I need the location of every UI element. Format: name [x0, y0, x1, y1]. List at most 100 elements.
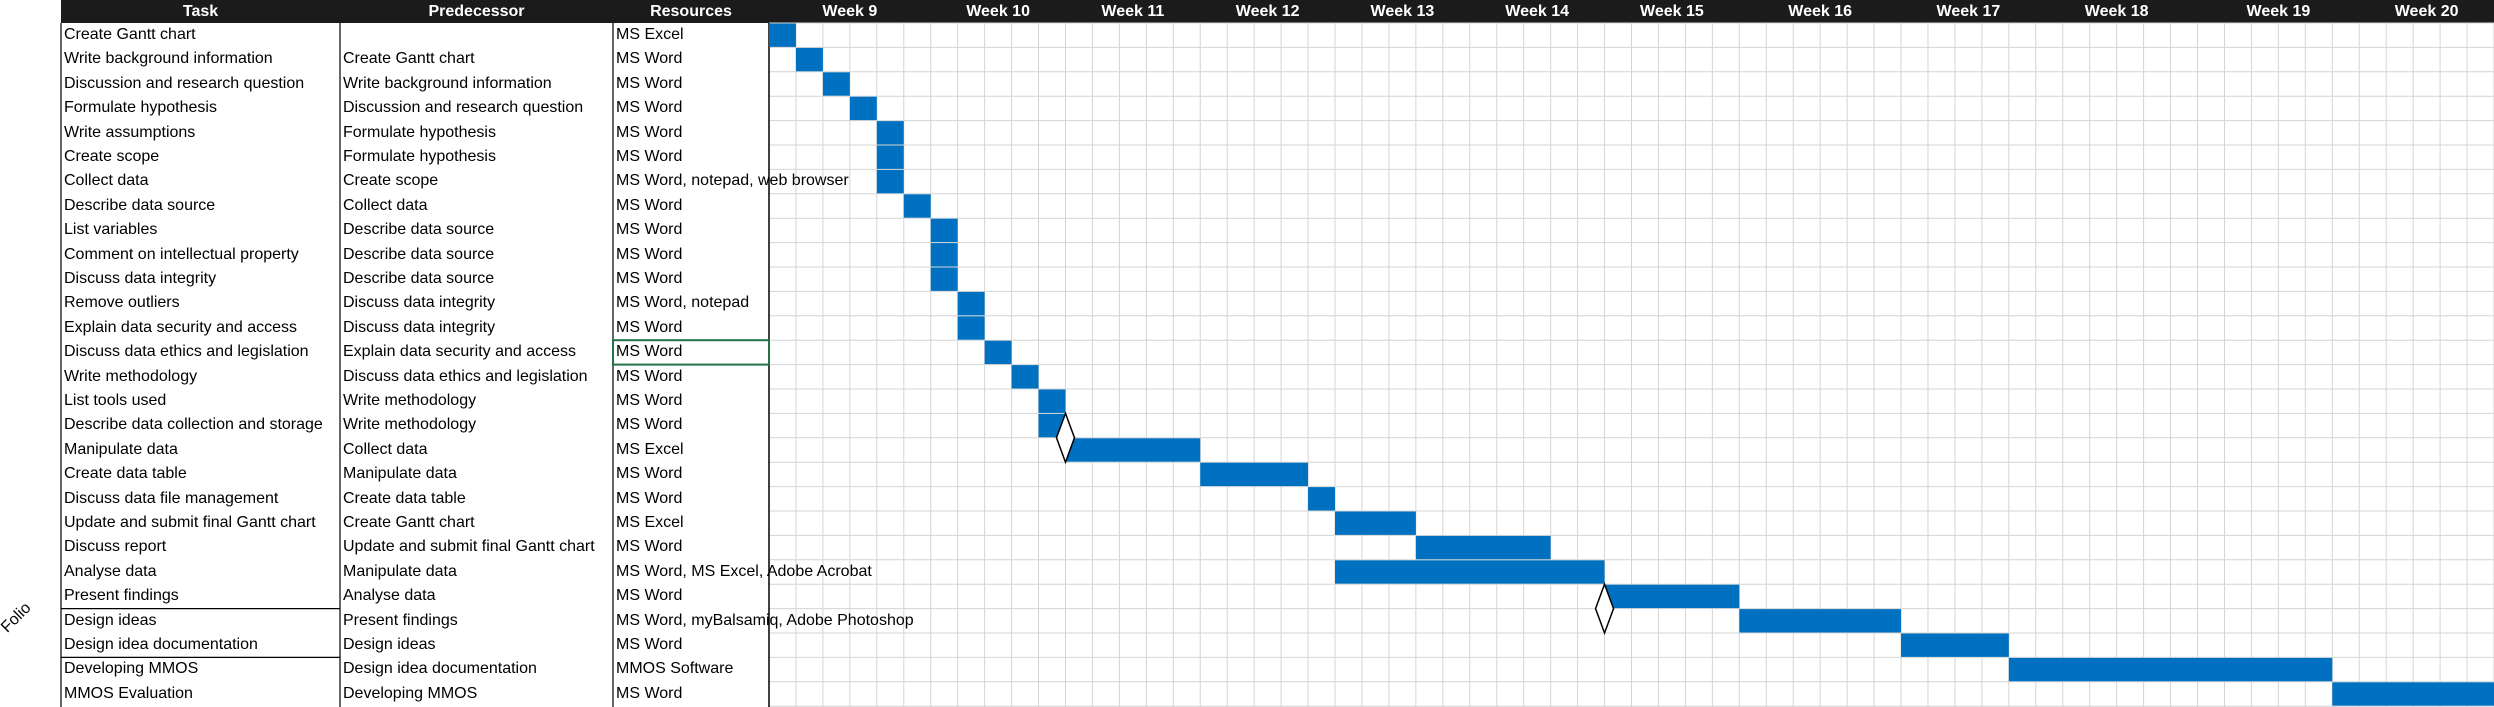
predecessor-cell[interactable]: Collect data	[343, 196, 428, 214]
resources-cell[interactable]: MS Word	[616, 245, 683, 263]
resources-cell[interactable]: MS Word	[616, 587, 683, 605]
resources-cell[interactable]: MS Word	[616, 148, 683, 165]
predecessor-cell[interactable]: Update and submit final Gantt chart	[343, 538, 595, 556]
predecessor-cell[interactable]: Design idea documentation	[343, 660, 537, 678]
task-cell[interactable]: Write methodology	[64, 367, 198, 385]
task-cell[interactable]: MMOS Evaluation	[64, 684, 193, 702]
task-cell[interactable]: Explain data security and access	[64, 318, 298, 336]
predecessor-cell[interactable]: Create data table	[343, 489, 466, 507]
week-header-12[interactable]: Week 20	[2359, 0, 2494, 23]
task-cell[interactable]: Write background information	[64, 50, 273, 68]
task-cell[interactable]: List variables	[64, 221, 158, 239]
resources-cell[interactable]: MS Word, notepad, web browser	[616, 172, 849, 190]
task-cell[interactable]: Write assumptions	[64, 123, 196, 141]
resources-cell[interactable]: MS Word, myBalsamiq, Adobe Photoshop	[616, 611, 914, 629]
predecessor-cell[interactable]: Collect data	[343, 440, 428, 458]
resources-cell[interactable]: MS Word	[616, 221, 683, 239]
week-header-6[interactable]: Week 14	[1469, 0, 1605, 23]
resources-cell[interactable]: MS Word	[616, 74, 683, 92]
task-cell[interactable]: Design idea documentation	[64, 636, 258, 653]
resources-cell[interactable]: MS Word	[616, 343, 683, 361]
predecessor-cell[interactable]	[340, 23, 343, 47]
resources-cell[interactable]: MS Word	[616, 123, 683, 141]
resources-cell[interactable]: MS Excel	[616, 440, 684, 458]
gantt-bar	[876, 145, 904, 169]
resources-cell[interactable]: MS Word, notepad	[616, 294, 750, 312]
task-cell[interactable]: Discuss data integrity	[64, 270, 217, 287]
predecessor-cell[interactable]: Formulate hypothesis	[343, 148, 496, 165]
task-cell[interactable]: Remove outliers	[64, 294, 180, 312]
predecessor-cell[interactable]: Manipulate data	[343, 562, 457, 580]
predecessor-cell[interactable]: Analyse data	[343, 587, 436, 605]
resources-cell[interactable]: MS Word	[616, 50, 683, 68]
week-header-11[interactable]: Week 19	[2197, 0, 2360, 23]
resources-cell[interactable]: MS Word	[616, 99, 683, 117]
resources-cell[interactable]: MMOS Software	[616, 660, 734, 678]
task-cell[interactable]: List tools used	[64, 392, 167, 409]
resources-cell[interactable]: MS Word	[616, 196, 683, 214]
predecessor-cell[interactable]: Create scope	[343, 172, 439, 190]
resources-cell[interactable]: MS Word	[616, 392, 683, 409]
predecessor-cell[interactable]: Create Gantt chart	[343, 50, 475, 68]
resources-cell[interactable]: MS Word	[616, 636, 683, 653]
task-cell[interactable]: Developing MMOS	[64, 660, 199, 678]
predecessor-cell[interactable]: Create Gantt chart	[343, 514, 475, 531]
predecessor-cell[interactable]: Design ideas	[343, 636, 436, 653]
predecessor-cell[interactable]: Discuss data integrity	[343, 318, 496, 336]
predecessor-cell[interactable]: Write background information	[343, 74, 552, 92]
week-header-9[interactable]: Week 17	[1901, 0, 2036, 23]
predecessor-cell[interactable]: Discussion and research question	[343, 99, 584, 117]
predecessor-cell[interactable]: Manipulate data	[343, 465, 457, 483]
predecessor-cell[interactable]: Discuss data integrity	[343, 294, 496, 312]
task-cell[interactable]: Discuss report	[64, 538, 167, 556]
task-cell[interactable]: Collect data	[64, 172, 149, 190]
predecessor-cell[interactable]: Present findings	[343, 611, 458, 629]
task-cell[interactable]: Present findings	[64, 587, 179, 605]
week-header-5[interactable]: Week 13	[1335, 0, 1470, 23]
resources-cell[interactable]: MS Word, MS Excel, Adobe Acrobat	[616, 562, 872, 580]
resources-cell[interactable]: MS Word	[616, 416, 683, 434]
header-resources[interactable]: Resources	[613, 0, 769, 23]
task-cell[interactable]: Discuss data ethics and legislation	[64, 343, 309, 361]
predecessor-cell[interactable]: Write methodology	[343, 416, 477, 434]
predecessor-cell[interactable]: Discuss data ethics and legislation	[343, 367, 588, 385]
task-cell[interactable]: Discuss data file management	[64, 489, 279, 507]
predecessor-cell[interactable]: Describe data source	[343, 221, 495, 239]
week-header-10[interactable]: Week 18	[2035, 0, 2198, 23]
resources-cell[interactable]: MS Excel	[616, 26, 684, 43]
resources-cell[interactable]: MS Word	[616, 465, 683, 483]
week-header-2[interactable]: Week 10	[930, 0, 1066, 23]
task-cell[interactable]: Describe data source	[64, 196, 216, 214]
task-cell[interactable]: Design ideas	[64, 611, 157, 629]
task-cell[interactable]: Describe data collection and storage	[64, 416, 323, 434]
week-header-4[interactable]: Week 12	[1200, 0, 1336, 23]
header-predecessor[interactable]: Predecessor	[340, 0, 613, 23]
task-cell[interactable]: Discussion and research question	[64, 74, 305, 92]
week-header-3[interactable]: Week 11	[1065, 0, 1201, 23]
predecessor-cell[interactable]: Developing MMOS	[343, 684, 478, 702]
task-cell[interactable]: Create data table	[64, 465, 187, 483]
week-header-8[interactable]: Week 16	[1739, 0, 1902, 23]
predecessor-cell[interactable]: Formulate hypothesis	[343, 123, 496, 141]
resources-cell[interactable]: MS Word	[616, 684, 683, 702]
task-cell[interactable]: Manipulate data	[64, 440, 178, 458]
resources-cell[interactable]: MS Excel	[616, 514, 684, 531]
week-header-1[interactable]: Week 9	[769, 0, 931, 23]
resources-cell[interactable]: MS Word	[616, 367, 683, 385]
task-cell[interactable]: Comment on intellectual property	[64, 245, 299, 263]
header-task[interactable]: Task	[61, 0, 340, 23]
resources-cell[interactable]: MS Word	[616, 270, 683, 287]
predecessor-cell[interactable]: Explain data security and access	[343, 343, 577, 361]
task-cell[interactable]: Update and submit final Gantt chart	[64, 514, 316, 531]
resources-cell[interactable]: MS Word	[616, 489, 683, 507]
predecessor-cell[interactable]: Describe data source	[343, 245, 495, 263]
resources-cell[interactable]: MS Word	[616, 318, 683, 336]
week-header-7[interactable]: Week 15	[1604, 0, 1740, 23]
predecessor-cell[interactable]: Write methodology	[343, 392, 477, 409]
predecessor-cell[interactable]: Describe data source	[343, 270, 495, 287]
task-cell[interactable]: Analyse data	[64, 562, 157, 580]
task-cell[interactable]: Formulate hypothesis	[64, 99, 217, 117]
task-cell[interactable]: Create Gantt chart	[64, 26, 196, 43]
resources-cell[interactable]: MS Word	[616, 538, 683, 556]
task-cell[interactable]: Create scope	[64, 148, 160, 165]
